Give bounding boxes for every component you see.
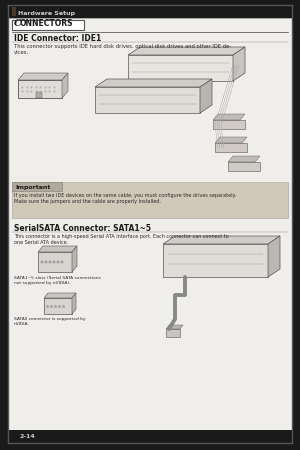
Polygon shape <box>163 236 280 244</box>
Bar <box>166 329 180 337</box>
FancyBboxPatch shape <box>12 20 84 30</box>
Polygon shape <box>128 47 245 55</box>
Polygon shape <box>233 47 245 81</box>
Polygon shape <box>18 73 68 80</box>
FancyBboxPatch shape <box>12 182 288 218</box>
Text: This connector is a high-speed Serial ATA interface port. Each connector can con: This connector is a high-speed Serial AT… <box>14 234 229 245</box>
Polygon shape <box>228 156 260 162</box>
Polygon shape <box>215 137 247 143</box>
Polygon shape <box>72 246 77 272</box>
Polygon shape <box>72 293 76 314</box>
Polygon shape <box>44 293 76 298</box>
FancyBboxPatch shape <box>12 182 62 191</box>
Text: SerialSATA Connector: SATA1~5: SerialSATA Connector: SATA1~5 <box>14 224 151 233</box>
Bar <box>213 120 245 129</box>
Text: SATA1~5 slots (Serial SATA connections
not supported by nVIDIA).: SATA1~5 slots (Serial SATA connections n… <box>14 276 101 284</box>
Text: This connector supports IDE hard disk drives, optical disk drives and other IDE : This connector supports IDE hard disk dr… <box>14 44 231 55</box>
Bar <box>8 5 292 18</box>
Polygon shape <box>166 325 183 329</box>
Polygon shape <box>95 79 212 87</box>
Text: If you install two IDE devices on the same cable, you must configure the drives : If you install two IDE devices on the sa… <box>14 193 236 204</box>
Text: Important: Important <box>15 184 50 189</box>
Bar <box>36 92 42 98</box>
Bar <box>8 430 292 443</box>
Bar <box>95 87 200 113</box>
FancyBboxPatch shape <box>8 5 292 443</box>
Bar <box>215 143 247 152</box>
Polygon shape <box>38 246 77 252</box>
Text: 2-14: 2-14 <box>20 435 36 440</box>
Bar <box>163 244 268 277</box>
Bar <box>12 7 16 16</box>
Bar <box>228 162 260 171</box>
Text: ONNECTORS: ONNECTORS <box>20 19 74 28</box>
Text: SATAII connector is supported by
nVIDIA.: SATAII connector is supported by nVIDIA. <box>14 317 85 326</box>
Text: IDE Connector: IDE1: IDE Connector: IDE1 <box>14 34 101 43</box>
Polygon shape <box>268 236 280 277</box>
Polygon shape <box>18 80 62 98</box>
Text: C: C <box>14 19 22 28</box>
Polygon shape <box>62 73 68 98</box>
Text: Hardware Setup: Hardware Setup <box>18 11 75 16</box>
Polygon shape <box>213 114 245 120</box>
Bar <box>128 55 233 81</box>
Bar <box>44 298 72 314</box>
Bar <box>38 252 72 272</box>
Polygon shape <box>200 79 212 113</box>
